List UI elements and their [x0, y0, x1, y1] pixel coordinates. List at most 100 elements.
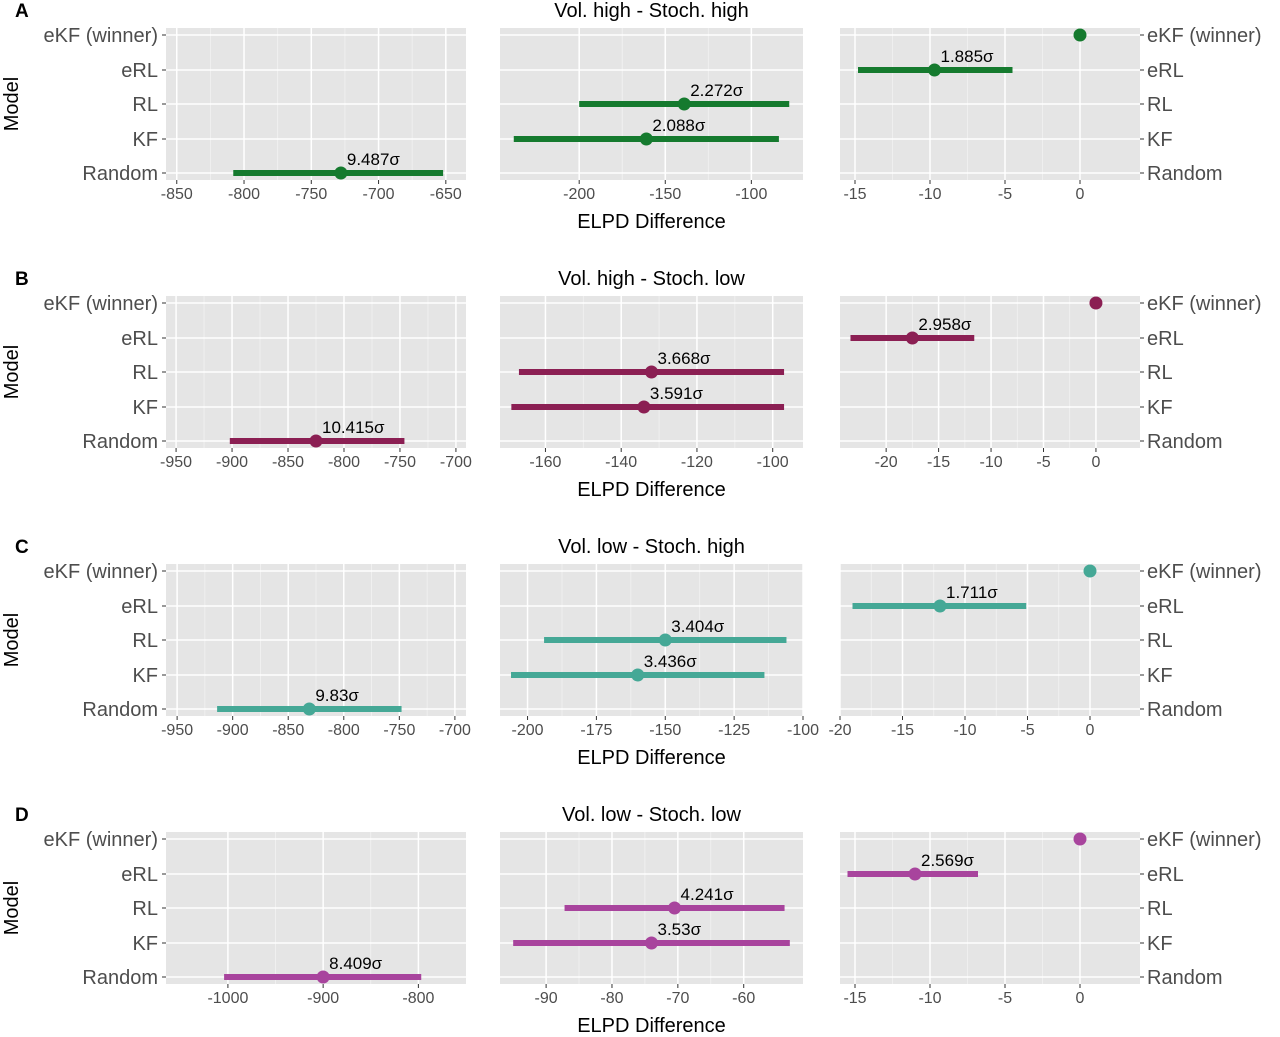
panel-letter: A [15, 1, 29, 22]
sigma-label: 9.83σ [315, 686, 359, 705]
y-tick-label-left: Random [82, 967, 158, 989]
estimate-point [639, 132, 653, 146]
estimate-point [645, 365, 658, 379]
x-tick-label: -800 [328, 454, 360, 471]
y-tick-label-left: eKF (winner) [44, 25, 158, 47]
x-tick-label: -15 [843, 990, 866, 1007]
y-tick-label-right: RL [1147, 898, 1173, 920]
sigma-label: 3.591σ [650, 384, 704, 403]
x-tick-label: -100 [757, 454, 789, 471]
estimate-point [658, 633, 672, 647]
x-tick-label: -800 [402, 990, 434, 1007]
x-tick-label: -15 [891, 722, 914, 739]
y-tick-label-left: KF [132, 665, 158, 687]
x-tick-label: 0 [1091, 454, 1100, 471]
estimate-point [631, 668, 645, 682]
x-tick-label: -10 [979, 454, 1002, 471]
y-tick-label-left: eRL [121, 596, 158, 618]
estimate-point [677, 97, 691, 111]
x-tick-label: -900 [216, 454, 248, 471]
x-tick-label: -15 [927, 454, 950, 471]
y-tick-label-right: eRL [1147, 60, 1184, 82]
x-axis-title: ELPD Difference [577, 747, 726, 769]
x-axis-title: ELPD Difference [577, 1015, 726, 1037]
sigma-label: 4.241σ [681, 885, 735, 904]
x-tick-label: -750 [383, 722, 415, 739]
y-tick-label-left: RL [132, 630, 158, 652]
x-tick-label: 0 [1086, 722, 1095, 739]
estimate-point [309, 434, 323, 448]
x-tick-label: -15 [843, 186, 866, 203]
y-axis-title: Model [1, 881, 23, 935]
y-tick-label-left: KF [132, 397, 158, 419]
y-tick-label-left: RL [132, 94, 158, 116]
estimate-point [668, 901, 682, 915]
y-tick-label-right: eRL [1147, 864, 1184, 886]
x-tick-label: -950 [161, 722, 193, 739]
y-tick-label-left: Random [82, 431, 158, 453]
sigma-label: 3.404σ [671, 617, 725, 636]
sigma-label: 3.436σ [644, 652, 698, 671]
panel-letter: C [15, 537, 29, 558]
x-tick-label: -800 [328, 722, 360, 739]
y-tick-label-left: eKF (winner) [44, 293, 158, 315]
y-tick-label-right: KF [1147, 129, 1173, 151]
x-tick-label: -950 [160, 454, 192, 471]
y-axis-title: Model [1, 345, 23, 399]
estimate-point [928, 63, 941, 77]
y-tick-label-left: eRL [121, 864, 158, 886]
x-tick-label: -5 [998, 186, 1012, 203]
y-tick-label-right: eKF (winner) [1147, 25, 1261, 47]
sigma-label: 10.415σ [322, 418, 385, 437]
x-tick-label: -900 [217, 722, 249, 739]
x-tick-label: -700 [439, 722, 471, 739]
panel-title: Vol. high - Stoch. low [558, 268, 745, 290]
x-axis-title: ELPD Difference [577, 211, 726, 233]
x-axis-title: ELPD Difference [577, 479, 726, 501]
y-tick-label-right: KF [1147, 933, 1173, 955]
sigma-label: 2.569σ [921, 851, 975, 870]
estimate-point [908, 867, 922, 881]
y-tick-label-right: KF [1147, 397, 1173, 419]
y-tick-label-right: KF [1147, 665, 1173, 687]
x-tick-label: -750 [295, 186, 327, 203]
x-tick-label: -700 [363, 186, 395, 203]
estimate-point [316, 970, 330, 984]
y-tick-label-right: Random [1147, 699, 1223, 721]
x-tick-label: -60 [732, 990, 755, 1007]
y-tick-label-left: RL [132, 898, 158, 920]
x-tick-label: -100 [787, 722, 819, 739]
estimate-point [302, 702, 316, 716]
x-tick-label: -80 [600, 990, 623, 1007]
y-axis-title: Model [1, 613, 23, 667]
x-tick-label: -70 [666, 990, 689, 1007]
panel-title: Vol. high - Stoch. high [554, 0, 749, 22]
y-tick-label-right: RL [1147, 362, 1173, 384]
sigma-label: 2.088σ [652, 116, 706, 135]
x-tick-label: -900 [307, 990, 339, 1007]
x-tick-label: -200 [563, 186, 595, 203]
x-tick-label: -150 [649, 186, 681, 203]
x-tick-label: -125 [718, 722, 750, 739]
x-tick-label: 0 [1076, 186, 1085, 203]
y-tick-label-left: eRL [121, 60, 158, 82]
x-tick-label: -200 [512, 722, 544, 739]
sigma-label: 2.958σ [918, 315, 972, 334]
sigma-label: 1.885σ [941, 47, 995, 66]
y-tick-label-right: eRL [1147, 596, 1184, 618]
estimate-point [637, 400, 651, 414]
x-tick-label: -160 [529, 454, 561, 471]
x-tick-label: -750 [384, 454, 416, 471]
x-tick-label: -100 [735, 186, 767, 203]
estimate-point [1083, 564, 1097, 578]
y-tick-label-left: Random [82, 163, 158, 185]
panel-letter: D [15, 805, 29, 826]
y-tick-label-right: Random [1147, 967, 1223, 989]
x-tick-label: -5 [1020, 722, 1034, 739]
x-tick-label: -10 [918, 990, 941, 1007]
y-tick-label-right: Random [1147, 163, 1223, 185]
y-tick-label-left: Random [82, 699, 158, 721]
x-tick-label: -120 [681, 454, 713, 471]
y-tick-label-left: eRL [121, 328, 158, 350]
